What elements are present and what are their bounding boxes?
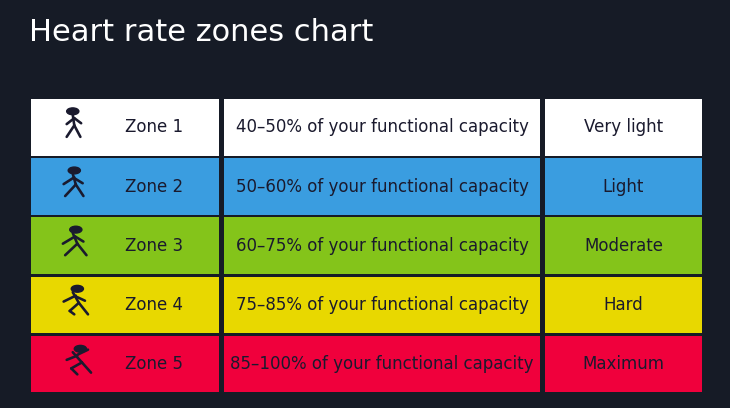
FancyBboxPatch shape [545,277,702,333]
FancyBboxPatch shape [545,217,702,274]
FancyBboxPatch shape [31,336,220,392]
Text: Hard: Hard [604,296,643,314]
Text: 60–75% of your functional capacity: 60–75% of your functional capacity [236,237,529,255]
Text: Very light: Very light [584,118,663,137]
Circle shape [74,346,86,352]
FancyBboxPatch shape [224,158,540,215]
Text: Heart rate zones chart: Heart rate zones chart [29,18,374,47]
Circle shape [68,167,80,174]
Circle shape [72,285,83,292]
Text: Zone 1: Zone 1 [125,118,182,137]
Text: Zone 3: Zone 3 [125,237,182,255]
Text: Zone 2: Zone 2 [125,177,182,196]
Text: Light: Light [603,177,644,196]
FancyBboxPatch shape [545,158,702,215]
FancyBboxPatch shape [224,217,540,274]
FancyBboxPatch shape [31,158,220,215]
FancyBboxPatch shape [224,277,540,333]
Text: Maximum: Maximum [583,355,664,373]
Text: Moderate: Moderate [584,237,663,255]
Text: Zone 5: Zone 5 [125,355,182,373]
FancyBboxPatch shape [545,99,702,156]
FancyBboxPatch shape [31,217,220,274]
FancyBboxPatch shape [545,336,702,392]
Text: 40–50% of your functional capacity: 40–50% of your functional capacity [236,118,529,137]
Text: 75–85% of your functional capacity: 75–85% of your functional capacity [236,296,529,314]
FancyBboxPatch shape [31,277,220,333]
FancyBboxPatch shape [224,99,540,156]
Circle shape [66,108,79,115]
Circle shape [70,226,82,233]
FancyBboxPatch shape [224,336,540,392]
Text: Zone 4: Zone 4 [125,296,182,314]
Text: 50–60% of your functional capacity: 50–60% of your functional capacity [236,177,529,196]
Text: 85–100% of your functional capacity: 85–100% of your functional capacity [230,355,534,373]
FancyBboxPatch shape [31,99,220,156]
